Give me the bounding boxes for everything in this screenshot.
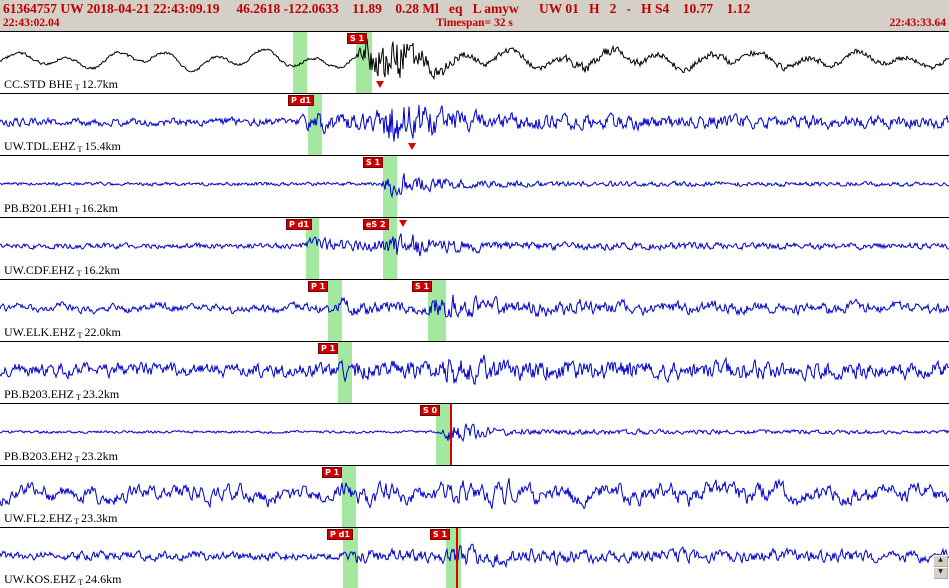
pick-flag[interactable]: P 1 [322,467,343,478]
station-name: UW.ELK.EHZ [4,325,76,339]
distance-marker-icon: T [76,393,81,402]
scroll-up-button[interactable]: ▲ [933,555,948,567]
pick-flag[interactable]: P d1 [327,529,353,540]
trace-panel-2[interactable]: P d1 UW.TDL.EHZ T 15.4km [0,94,949,156]
station-label: UW.ELK.EHZ T 22.0km [4,325,121,341]
pick-band [338,342,352,403]
pick-band [306,218,319,279]
trace-panel-4[interactable]: P d1 eS 2 UW.CDF.EHZ T 16.2km [0,218,949,280]
trace-panel-6[interactable]: P 1 PB.B203.EHZ T 23.2km [0,342,949,404]
trace-panel-list: S 1 CC.STD BHE T 12.7km P d1 UW.TDL.EHZ T 15… [0,32,949,588]
waveform [0,38,949,81]
trace-panel-3[interactable]: S 1 PB.B201.EH1 T 16.2km [0,156,949,218]
station-distance: 16.2km [81,201,118,215]
scroll-down-button[interactable]: ▼ [933,567,948,579]
station-name: PB.B203.EH2 [4,449,73,463]
window-start-time: 22:43:02.04 [3,17,60,29]
distance-marker-icon: T [74,455,80,464]
station-label: CC.STD BHE T 12.7km [4,77,118,93]
pick-marker-triangle[interactable] [399,220,407,227]
station-name: CC.STD BHE [4,77,73,91]
pick-flag[interactable]: S 1 [412,281,433,292]
event-summary-text: 61364757 UW 2018-04-21 22:43:09.19 46.26… [3,1,751,16]
pick-marker-triangle[interactable] [408,143,416,150]
pick-flag[interactable]: S 0 [420,405,441,416]
trace-panel-9[interactable]: P d1 S 1 UW.KOS.EHZ T 24.6km [0,528,949,588]
pick-flag[interactable]: S 1 [430,529,451,540]
window-end-time: 22:43:33.64 [889,17,946,29]
distance-marker-icon: T [74,83,80,92]
trace-panel-1[interactable]: S 1 CC.STD BHE T 12.7km [0,32,949,94]
waveform [0,104,949,142]
station-name: PB.B203.EHZ [4,387,75,401]
waveform [0,233,949,257]
station-name: PB.B201.EH1 [4,201,73,215]
station-label: UW.TDL.EHZ T 15.4km [4,139,121,155]
station-distance: 24.6km [85,572,122,586]
trace-panel-8[interactable]: P 1 UW.FL2.EHZ T 23.3km [0,466,949,528]
distance-marker-icon: T [76,269,82,278]
pick-time-line[interactable] [456,528,458,588]
station-label: UW.KOS.EHZ T 24.6km [4,573,121,588]
station-label: PB.B203.EH2 T 23.2km [4,449,118,465]
scroll-corner: ▲ ▼ [933,555,948,579]
pick-marker-triangle[interactable] [376,81,384,88]
station-label: PB.B201.EH1 T 16.2km [4,201,118,217]
event-summary-bar: 61364757 UW 2018-04-21 22:43:09.19 46.26… [0,0,949,17]
pick-flag[interactable]: P d1 [286,219,312,230]
waveform [0,478,949,510]
pick-time-line[interactable] [450,404,452,465]
timespan-label: Timespan= 32 s [436,17,513,29]
trace-panel-7[interactable]: S 0 PB.B203.EH2 T 23.2km [0,404,949,466]
station-distance: 12.7km [81,77,118,91]
station-name: UW.TDL.EHZ [4,139,76,153]
distance-marker-icon: T [77,331,83,340]
time-axis-bar: 22:43:02.04 Timespan= 32 s 22:43:33.64 [0,17,949,32]
pick-band [383,218,397,279]
station-label: PB.B203.EHZ T 23.2km [4,387,120,403]
waveform [0,354,949,386]
pick-band [308,94,322,155]
station-distance: 15.4km [84,139,121,153]
pick-flag[interactable]: P 1 [308,281,329,292]
station-name: UW.CDF.EHZ [4,263,75,277]
waveform [0,173,949,199]
pick-band [342,466,356,527]
waveform [0,423,949,443]
distance-marker-icon: T [78,578,84,587]
station-label: UW.FL2.EHZ T 23.3km [4,511,118,527]
pick-flag[interactable]: P 1 [318,343,339,354]
waveform [0,543,949,569]
station-label: UW.CDF.EHZ T 16.2km [4,263,120,279]
station-distance: 16.2km [83,263,120,277]
station-distance: 23.3km [81,511,118,525]
station-distance: 23.2km [82,387,120,401]
distance-marker-icon: T [74,517,80,526]
station-name: UW.FL2.EHZ [4,511,73,525]
station-distance: 22.0km [84,325,121,339]
pick-flag[interactable]: S 1 [363,157,384,168]
pick-flag[interactable]: S 1 [347,33,368,44]
distance-marker-icon: T [77,145,83,154]
waveform [0,294,949,319]
distance-marker-icon: T [74,207,80,216]
pick-band [343,528,358,588]
station-name: UW.KOS.EHZ [4,572,77,586]
pick-flag[interactable]: P d1 [288,95,314,106]
station-distance: 23.2km [81,449,118,463]
pick-flag[interactable]: eS 2 [363,219,389,230]
trace-panel-5[interactable]: P 1 S 1 UW.ELK.EHZ T 22.0km [0,280,949,342]
pick-band [328,280,342,341]
